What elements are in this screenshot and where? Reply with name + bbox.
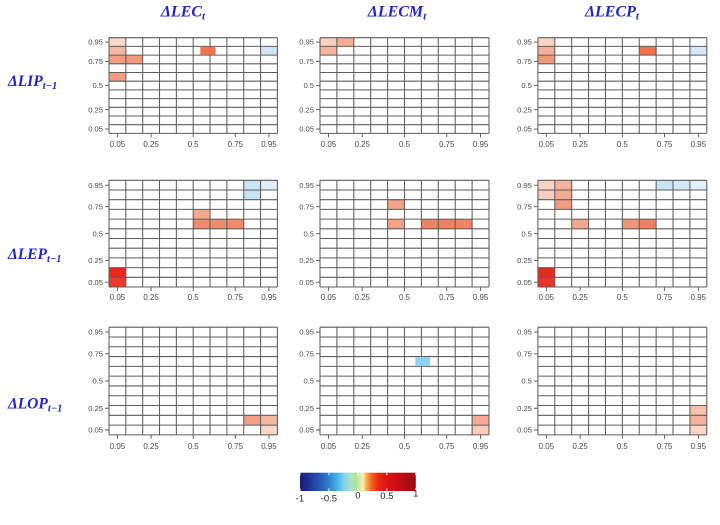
svg-text:0.05: 0.05 xyxy=(110,293,126,302)
svg-text:0.25: 0.25 xyxy=(143,140,159,149)
svg-text:0.75: 0.75 xyxy=(299,57,314,66)
svg-text:0.95: 0.95 xyxy=(88,181,103,190)
svg-text:0.95: 0.95 xyxy=(517,328,532,337)
svg-text:0.75: 0.75 xyxy=(88,57,103,66)
svg-text:0.5: 0.5 xyxy=(617,293,629,302)
svg-text:0.95: 0.95 xyxy=(261,442,277,451)
svg-text:0.75: 0.75 xyxy=(657,442,673,451)
svg-text:0.75: 0.75 xyxy=(228,442,244,451)
svg-text:0.25: 0.25 xyxy=(517,105,532,114)
svg-text:-0.5: -0.5 xyxy=(321,494,337,505)
svg-text:0.5: 0.5 xyxy=(92,377,103,386)
svg-text:0.5: 0.5 xyxy=(521,81,532,90)
svg-text:0.25: 0.25 xyxy=(572,293,588,302)
svg-text:0.25: 0.25 xyxy=(88,105,103,114)
svg-text:0.25: 0.25 xyxy=(299,256,314,265)
svg-text:ΔLECPt: ΔLECPt xyxy=(584,4,640,23)
svg-text:0.5: 0.5 xyxy=(380,491,393,502)
svg-text:0.75: 0.75 xyxy=(228,293,244,302)
svg-text:0.5: 0.5 xyxy=(303,377,314,386)
svg-text:0.05: 0.05 xyxy=(88,125,103,134)
svg-text:0.05: 0.05 xyxy=(539,442,555,451)
svg-text:1: 1 xyxy=(413,489,418,500)
svg-text:0.05: 0.05 xyxy=(88,426,103,435)
svg-text:0.5: 0.5 xyxy=(617,442,629,451)
svg-text:0.5: 0.5 xyxy=(399,293,411,302)
svg-text:0.25: 0.25 xyxy=(355,442,371,451)
svg-text:0.25: 0.25 xyxy=(572,442,588,451)
svg-text:0.25: 0.25 xyxy=(517,256,532,265)
svg-text:0.75: 0.75 xyxy=(88,349,103,358)
svg-text:0.25: 0.25 xyxy=(143,293,159,302)
svg-text:0.25: 0.25 xyxy=(299,404,314,413)
svg-text:0.75: 0.75 xyxy=(517,202,532,211)
svg-text:0.5: 0.5 xyxy=(92,229,103,238)
svg-text:0.95: 0.95 xyxy=(88,328,103,337)
svg-text:0.95: 0.95 xyxy=(473,140,489,149)
svg-text:0.5: 0.5 xyxy=(521,229,532,238)
svg-text:0.75: 0.75 xyxy=(299,349,314,358)
svg-text:0: 0 xyxy=(355,491,360,502)
svg-text:0.75: 0.75 xyxy=(299,202,314,211)
svg-text:0.05: 0.05 xyxy=(517,125,532,134)
svg-text:0.5: 0.5 xyxy=(188,442,200,451)
svg-text:0.5: 0.5 xyxy=(303,81,314,90)
svg-text:0.25: 0.25 xyxy=(88,256,103,265)
svg-text:0.05: 0.05 xyxy=(110,442,126,451)
svg-text:0.25: 0.25 xyxy=(572,140,588,149)
svg-text:0.75: 0.75 xyxy=(657,140,673,149)
svg-text:0.95: 0.95 xyxy=(299,328,314,337)
svg-text:0.25: 0.25 xyxy=(355,293,371,302)
svg-text:0.25: 0.25 xyxy=(517,404,532,413)
svg-text:0.05: 0.05 xyxy=(517,426,532,435)
svg-text:0.95: 0.95 xyxy=(691,140,707,149)
svg-text:0.95: 0.95 xyxy=(299,181,314,190)
svg-text:0.25: 0.25 xyxy=(143,442,159,451)
svg-text:ΔLECt: ΔLECt xyxy=(160,4,206,23)
svg-text:0.75: 0.75 xyxy=(88,202,103,211)
svg-text:0.05: 0.05 xyxy=(321,293,337,302)
svg-text:0.95: 0.95 xyxy=(691,293,707,302)
svg-text:0.05: 0.05 xyxy=(539,140,555,149)
svg-text:0.75: 0.75 xyxy=(517,349,532,358)
svg-text:0.95: 0.95 xyxy=(261,140,277,149)
svg-text:-1: -1 xyxy=(296,494,304,505)
svg-text:0.95: 0.95 xyxy=(299,38,314,47)
svg-text:0.5: 0.5 xyxy=(521,377,532,386)
svg-text:0.05: 0.05 xyxy=(321,442,337,451)
svg-text:0.75: 0.75 xyxy=(657,293,673,302)
svg-text:0.05: 0.05 xyxy=(110,140,126,149)
svg-text:0.75: 0.75 xyxy=(439,293,455,302)
svg-text:0.95: 0.95 xyxy=(88,38,103,47)
svg-text:0.95: 0.95 xyxy=(517,181,532,190)
svg-text:0.05: 0.05 xyxy=(517,278,532,287)
svg-text:0.75: 0.75 xyxy=(439,442,455,451)
svg-text:0.75: 0.75 xyxy=(228,140,244,149)
svg-text:0.05: 0.05 xyxy=(299,278,314,287)
svg-text:0.5: 0.5 xyxy=(399,442,411,451)
svg-text:0.05: 0.05 xyxy=(299,426,314,435)
svg-text:0.95: 0.95 xyxy=(261,293,277,302)
svg-text:0.5: 0.5 xyxy=(303,229,314,238)
svg-text:0.95: 0.95 xyxy=(473,293,489,302)
svg-text:0.25: 0.25 xyxy=(299,105,314,114)
svg-text:ΔLECMt: ΔLECMt xyxy=(367,4,427,23)
svg-text:0.05: 0.05 xyxy=(299,125,314,134)
svg-text:0.05: 0.05 xyxy=(539,293,555,302)
svg-text:0.05: 0.05 xyxy=(88,278,103,287)
svg-text:0.95: 0.95 xyxy=(691,442,707,451)
svg-text:0.5: 0.5 xyxy=(188,293,200,302)
svg-text:0.95: 0.95 xyxy=(473,442,489,451)
svg-text:0.75: 0.75 xyxy=(439,140,455,149)
svg-text:0.95: 0.95 xyxy=(517,38,532,47)
svg-text:0.5: 0.5 xyxy=(92,81,103,90)
svg-text:0.05: 0.05 xyxy=(321,140,337,149)
svg-text:0.5: 0.5 xyxy=(617,140,629,149)
svg-text:0.75: 0.75 xyxy=(517,57,532,66)
svg-text:0.5: 0.5 xyxy=(188,140,200,149)
svg-text:0.25: 0.25 xyxy=(88,404,103,413)
svg-text:0.25: 0.25 xyxy=(355,140,371,149)
svg-text:0.5: 0.5 xyxy=(399,140,411,149)
